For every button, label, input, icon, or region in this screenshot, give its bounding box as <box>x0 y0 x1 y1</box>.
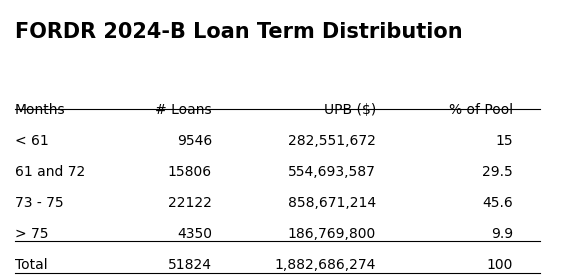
Text: FORDR 2024-B Loan Term Distribution: FORDR 2024-B Loan Term Distribution <box>15 22 463 42</box>
Text: 45.6: 45.6 <box>482 196 513 210</box>
Text: 100: 100 <box>486 258 513 272</box>
Text: 15806: 15806 <box>168 165 212 179</box>
Text: 186,769,800: 186,769,800 <box>288 227 376 241</box>
Text: 9.9: 9.9 <box>491 227 513 241</box>
Text: < 61: < 61 <box>15 134 49 148</box>
Text: 73 - 75: 73 - 75 <box>15 196 64 210</box>
Text: 1,882,686,274: 1,882,686,274 <box>275 258 376 272</box>
Text: > 75: > 75 <box>15 227 48 241</box>
Text: 22122: 22122 <box>168 196 212 210</box>
Text: 4350: 4350 <box>177 227 212 241</box>
Text: 858,671,214: 858,671,214 <box>288 196 376 210</box>
Text: 15: 15 <box>495 134 513 148</box>
Text: 51824: 51824 <box>168 258 212 272</box>
Text: 61 and 72: 61 and 72 <box>15 165 86 179</box>
Text: UPB ($): UPB ($) <box>324 102 376 117</box>
Text: 29.5: 29.5 <box>482 165 513 179</box>
Text: Total: Total <box>15 258 48 272</box>
Text: # Loans: # Loans <box>156 102 212 117</box>
Text: 9546: 9546 <box>177 134 212 148</box>
Text: % of Pool: % of Pool <box>449 102 513 117</box>
Text: 282,551,672: 282,551,672 <box>288 134 376 148</box>
Text: 554,693,587: 554,693,587 <box>288 165 376 179</box>
Text: Months: Months <box>15 102 66 117</box>
